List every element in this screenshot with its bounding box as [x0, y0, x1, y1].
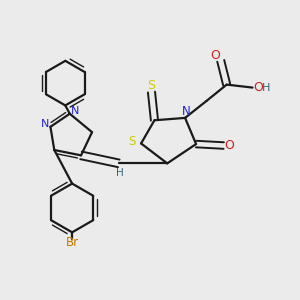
Text: O: O [253, 81, 263, 94]
Text: S: S [128, 135, 136, 148]
Text: N: N [71, 106, 79, 116]
Text: S: S [148, 79, 155, 92]
Text: H: H [262, 82, 270, 93]
Text: H: H [116, 168, 124, 178]
Text: O: O [225, 139, 235, 152]
Text: Br: Br [66, 236, 79, 249]
Text: N: N [182, 105, 190, 118]
Text: O: O [211, 49, 220, 62]
Text: N: N [41, 119, 49, 129]
